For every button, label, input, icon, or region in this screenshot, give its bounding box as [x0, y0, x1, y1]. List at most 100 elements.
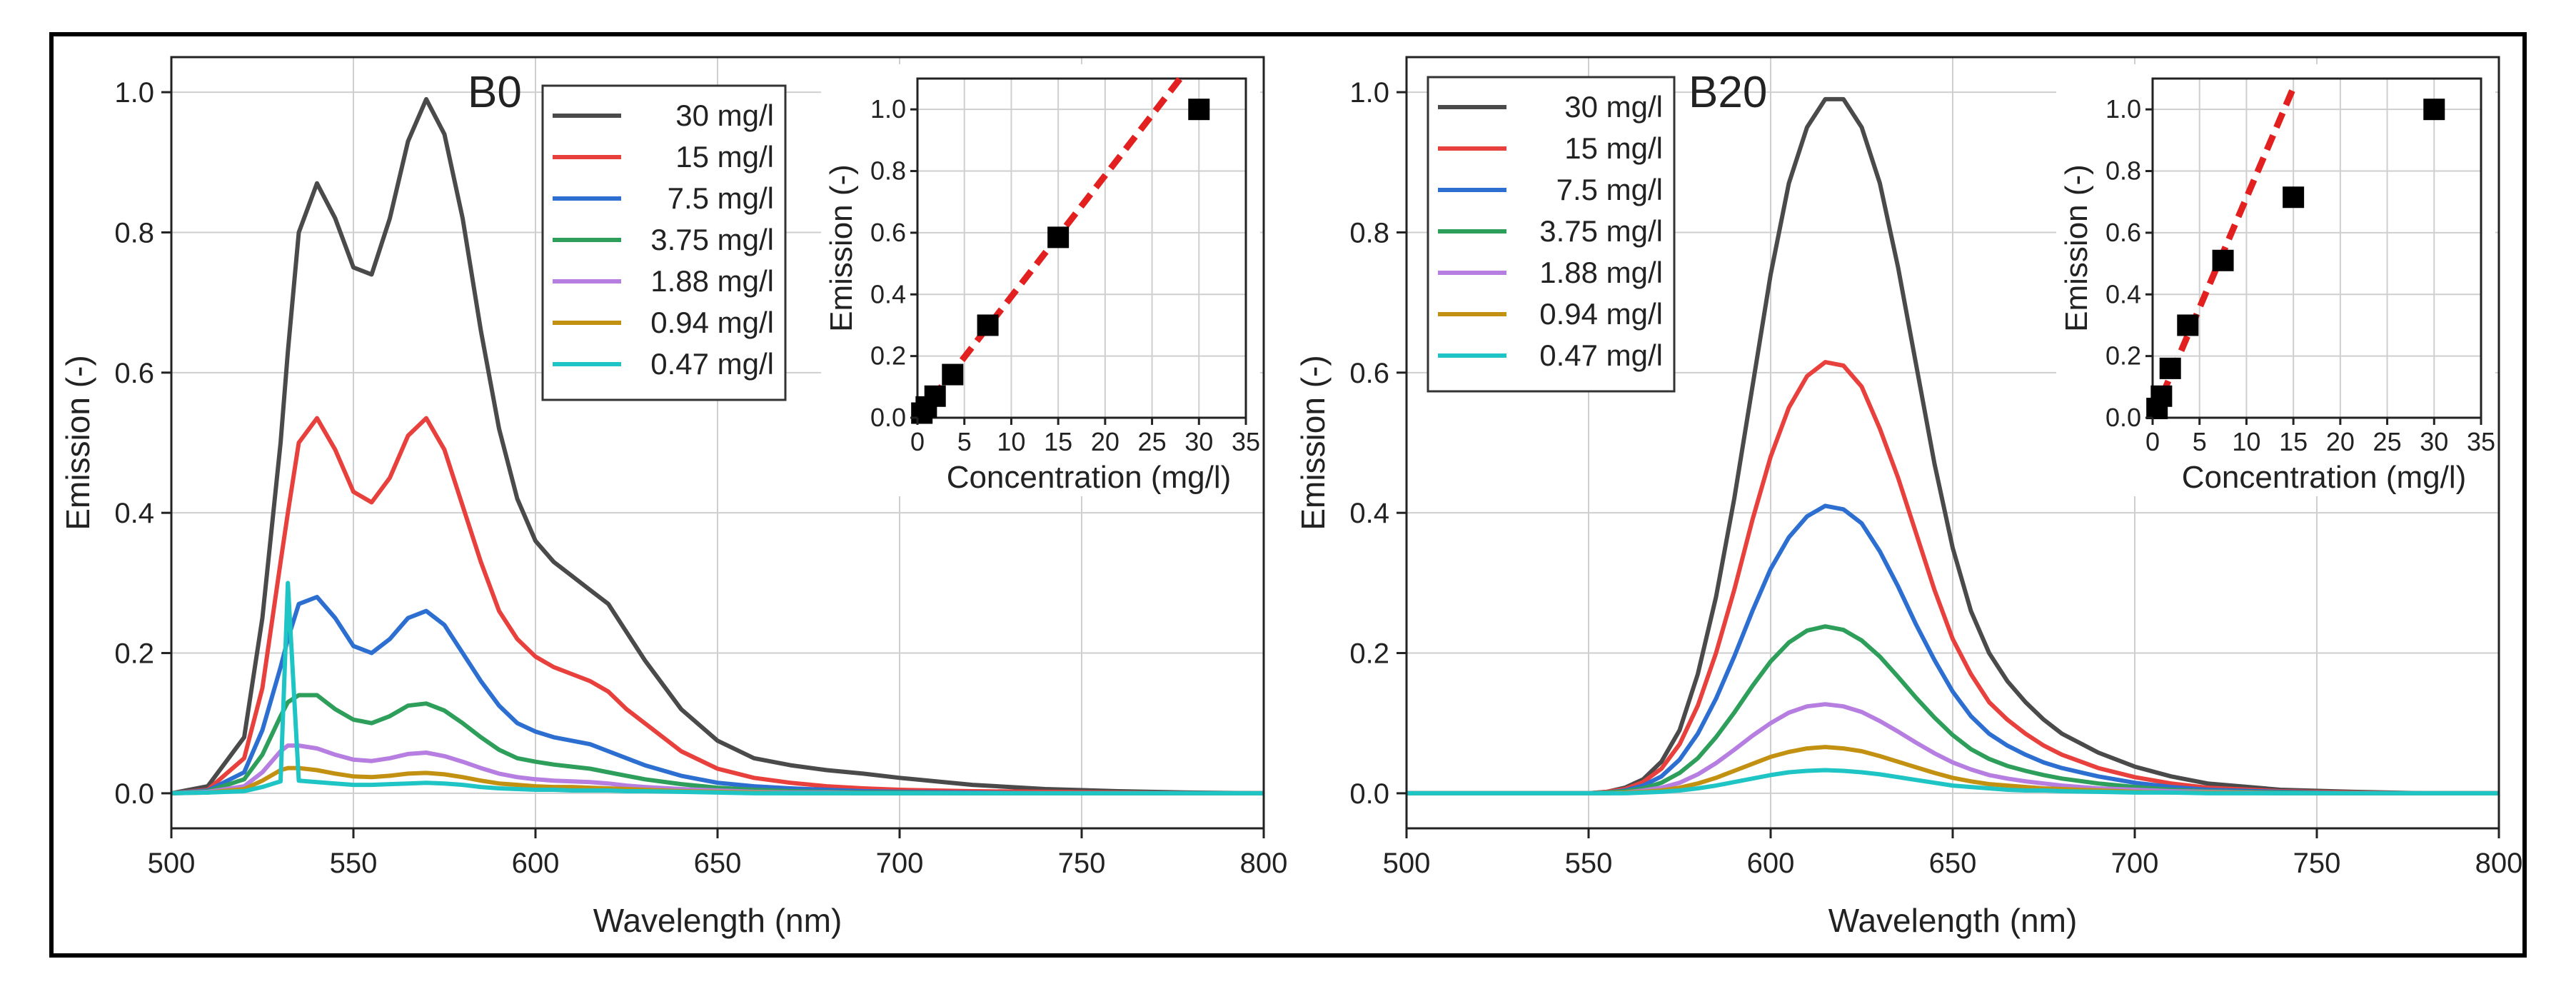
series-line — [1407, 96, 2499, 795]
inset-x-axis-title: Concentration (mg/l) — [947, 460, 1232, 495]
inset-x-tick-label: 10 — [2232, 427, 2260, 456]
legend-entry: 7.5 mg/l — [1556, 173, 1663, 206]
y-tick-label: 0.2 — [114, 638, 154, 670]
y-axis-title: Emission (-) — [59, 355, 96, 530]
x-tick-label: 800 — [1240, 848, 1288, 879]
inset-data-point — [942, 363, 964, 386]
inset-y-tick-label: 0.2 — [870, 341, 906, 371]
inset-x-tick-label: 30 — [1184, 427, 1213, 456]
legend-entry: 3.75 mg/l — [1539, 214, 1663, 248]
inset-y-tick-label: 0.8 — [2105, 156, 2141, 186]
inset-x-tick-label: 20 — [2326, 427, 2355, 456]
panel-label: B0 — [468, 68, 522, 117]
legend-entry: 15 mg/l — [1564, 131, 1663, 165]
legend-entry: 1.88 mg/l — [650, 264, 774, 298]
x-tick-label: 550 — [1565, 848, 1613, 879]
inset-x-tick-label: 5 — [2193, 427, 2207, 456]
inset-chart: 0 5 10 15 20 25 30 35 0.0 0.2 0.4 0.6 0.8 1.0 Concentr… — [821, 64, 1260, 496]
inset-data-point — [1188, 99, 1210, 121]
x-tick-label: 600 — [1747, 848, 1795, 879]
x-tick-label: 500 — [148, 848, 196, 879]
inset-data-point — [924, 385, 946, 407]
series-line — [1407, 503, 2499, 795]
y-tick-label: 0.8 — [114, 217, 154, 248]
legend-entry: 0.47 mg/l — [650, 347, 774, 381]
inset-x-tick-label: 15 — [1044, 427, 1072, 456]
x-axis-title: Wavelength (nm) — [593, 902, 842, 939]
y-tick-label: 0.4 — [114, 498, 154, 529]
series-line — [171, 416, 1264, 795]
inset-y-tick-label: 0.0 — [870, 403, 906, 432]
inset-background — [821, 64, 1260, 496]
panel-b20: 500 550 600 650 700 750 800 0.0 0.2 0.4 0.6 0.8 1.0 W… — [1294, 56, 2523, 939]
inset-chart: 0 5 10 15 20 25 30 35 0.0 0.2 0.4 0.6 0.8 1.0 Concentr… — [2056, 64, 2495, 496]
inset-y-tick-label: 0.2 — [2105, 341, 2141, 371]
inset-background — [2056, 64, 2495, 496]
legend-entry: 30 mg/l — [675, 99, 774, 132]
y-tick-label: 1.0 — [1349, 77, 1389, 109]
y-tick-label: 0.6 — [114, 358, 154, 389]
inset-x-tick-label: 30 — [2420, 427, 2448, 456]
inset-x-tick-label: 15 — [2279, 427, 2308, 456]
legend-entry: 7.5 mg/l — [668, 181, 774, 215]
x-tick-label: 800 — [2475, 848, 2523, 879]
panel-label: B20 — [1689, 68, 1767, 117]
series-line — [171, 96, 1264, 795]
inset-x-axis-title: Concentration (mg/l) — [2182, 460, 2467, 495]
inset-y-axis-title: Emission (-) — [2059, 164, 2094, 332]
x-tick-label: 550 — [330, 848, 378, 879]
legend-box — [541, 84, 787, 401]
series-group — [171, 96, 1264, 795]
inset-y-axis-title: Emission (-) — [824, 164, 859, 332]
x-axis-title: Wavelength (nm) — [1828, 902, 2078, 939]
legend-entry: 0.47 mg/l — [1539, 338, 1663, 372]
inset-data-point — [2283, 186, 2305, 209]
legend-entry: 0.94 mg/l — [1539, 297, 1663, 331]
inset-data-point — [2212, 249, 2234, 271]
x-tick-label: 600 — [512, 848, 560, 879]
legend-entry: 1.88 mg/l — [1539, 256, 1663, 289]
series-line — [1407, 768, 2499, 795]
inset-x-tick-label: 25 — [2373, 427, 2402, 456]
legend-entry: 0.94 mg/l — [650, 306, 774, 339]
inset-x-tick-label: 25 — [1138, 427, 1167, 456]
inset-x-tick-label: 20 — [1091, 427, 1120, 456]
x-tick-label: 700 — [876, 848, 924, 879]
legend-box — [1427, 76, 1676, 393]
inset-data-point — [2177, 314, 2199, 336]
x-tick-label: 750 — [1058, 848, 1106, 879]
y-tick-label: 0.6 — [1349, 358, 1389, 389]
inset-y-tick-label: 0.4 — [2105, 279, 2141, 308]
legend: 30 mg/l 15 mg/l 7.5 mg/l 3.75 mg/l 1.88 mg/l… — [541, 84, 787, 401]
inset-data-point — [2150, 385, 2173, 407]
inset-x-tick-label: 0 — [2145, 427, 2160, 456]
inset-y-tick-label: 0.6 — [2105, 218, 2141, 247]
legend-entry: 3.75 mg/l — [650, 223, 774, 256]
inset-x-tick-label: 5 — [957, 427, 972, 456]
inset-y-tick-label: 0.8 — [870, 156, 906, 186]
inset-x-tick-label: 0 — [910, 427, 925, 456]
y-axis-title: Emission (-) — [1294, 355, 1332, 530]
inset-y-tick-label: 0.4 — [870, 279, 906, 308]
inset-data-point — [1047, 226, 1070, 248]
inset-x-tick-label: 35 — [2467, 427, 2495, 456]
x-tick-label: 500 — [1383, 848, 1431, 879]
legend-entry: 15 mg/l — [675, 140, 774, 174]
legend-entry: 30 mg/l — [1564, 90, 1663, 124]
inset-y-tick-label: 1.0 — [2105, 94, 2141, 124]
inset-data-point — [2159, 357, 2181, 379]
panel-b0: 500 550 600 650 700 750 800 0.0 0.2 0.4 0.6 0.8 1.0 W… — [59, 56, 1288, 939]
inset-y-tick-label: 0.6 — [870, 218, 906, 247]
inset-plot-area — [916, 77, 1247, 419]
inset-plot-area — [2151, 77, 2482, 419]
y-tick-label: 0.2 — [1349, 638, 1389, 670]
y-tick-label: 0.0 — [114, 778, 154, 810]
inset-data-point — [2423, 99, 2445, 121]
legend: 30 mg/l 15 mg/l 7.5 mg/l 3.75 mg/l 1.88 mg/l… — [1427, 76, 1676, 393]
y-tick-label: 0.4 — [1349, 498, 1389, 529]
series-line — [171, 581, 1264, 795]
x-tick-label: 650 — [694, 848, 742, 879]
x-tick-label: 750 — [2293, 848, 2341, 879]
